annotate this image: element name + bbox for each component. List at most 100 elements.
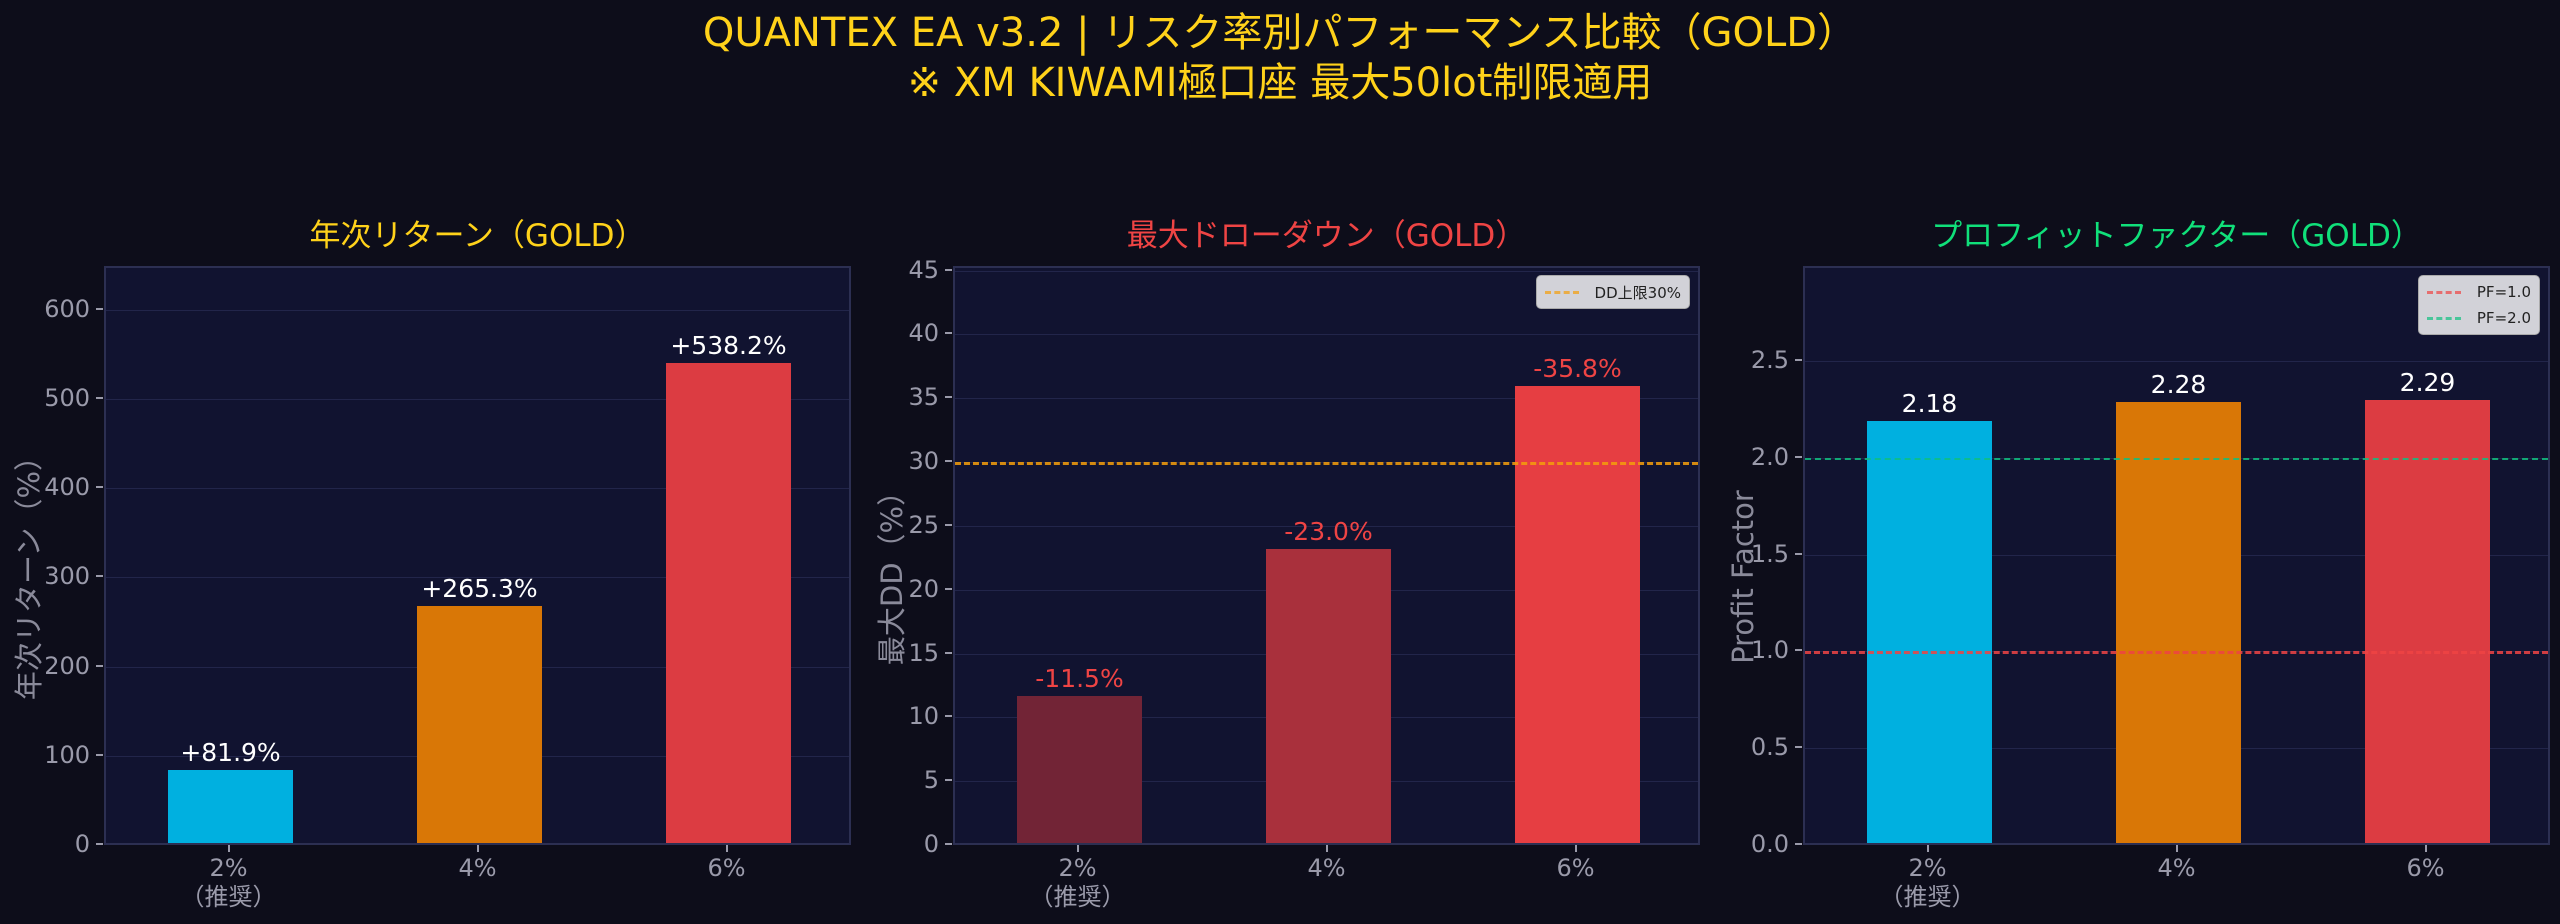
legend-label: DD上限30% (1594, 283, 1681, 302)
legend-label: PF=1.0 (2476, 283, 2531, 301)
y-tick-label: 600 (44, 294, 90, 323)
x-tick-mark (227, 845, 230, 852)
x-tick-label: 6% (1556, 854, 1594, 883)
legend-item: DD上限30% (1537, 279, 1689, 305)
bar-value-label: +265.3% (421, 574, 538, 604)
bar-2pct (168, 769, 293, 843)
legend-dash-icon (2426, 316, 2461, 320)
y-tick-label: 10 (908, 702, 939, 731)
legend: DD上限30% (1535, 275, 1690, 309)
x-tick-label: 2% （推奨） (1030, 854, 1126, 912)
x-tick-mark (725, 845, 728, 852)
x-tick-mark (1076, 845, 1079, 852)
x-tick-line: 6% (707, 854, 746, 882)
x-tick-label: 6% (2406, 854, 2444, 883)
bar-value-label: +538.2% (670, 331, 787, 361)
x-tick-mark (2424, 845, 2427, 852)
y-tick-label: 30 (908, 447, 939, 476)
legend-item: PF=2.0 (2419, 305, 2539, 331)
x-tick-line: 6% (2406, 854, 2445, 882)
x-tick-line: 2% (209, 854, 248, 882)
y-tick-label: 1.0 (1750, 636, 1789, 665)
gridline (106, 577, 849, 579)
x-tick-label: 4% (1307, 854, 1345, 883)
legend-dash-icon (2426, 290, 2461, 294)
y-tick-label: 500 (44, 384, 90, 413)
x-tick-line: （推奨） (1879, 883, 1976, 911)
y-tick-mark (1795, 746, 1802, 749)
x-tick-label: 2% （推奨） (181, 854, 277, 912)
gridline (955, 270, 1698, 272)
gridline (955, 525, 1698, 527)
gridline (955, 334, 1698, 336)
bar-value-label: 2.29 (2399, 367, 2456, 397)
y-tick-label: 0.0 (1750, 830, 1789, 858)
y-tick-label: 15 (908, 638, 939, 667)
y-tick-mark (96, 575, 103, 578)
bar-2pct (1017, 696, 1142, 843)
reference-line (1805, 457, 2548, 460)
bar-6pct (666, 363, 791, 843)
y-tick-mark (1795, 358, 1802, 361)
y-tick-label: 100 (44, 740, 90, 769)
y-tick-label: 300 (44, 562, 90, 591)
y-tick-mark (945, 396, 952, 399)
y-tick-mark (1795, 552, 1802, 555)
figure-title-line1: QUANTEX EA v3.2 | リスク率別パフォーマンス比較（GOLD） (702, 10, 1858, 56)
bar-4pct (2116, 401, 2241, 843)
chart-title: 年次リターン（GOLD） (309, 218, 646, 254)
y-tick-mark (945, 779, 952, 782)
y-tick-mark (96, 753, 103, 756)
y-tick-label: 0.5 (1750, 733, 1789, 762)
x-tick-line: 2% (1908, 854, 1947, 882)
y-tick-label: 400 (44, 473, 90, 502)
bar-6pct (2365, 399, 2490, 843)
bar-value-label: 2.18 (1901, 388, 1958, 418)
y-tick-mark (96, 486, 103, 489)
chart-title: プロフィットファクター（GOLD） (1931, 218, 2422, 254)
x-tick-line: （推奨） (180, 883, 277, 911)
y-tick-label: 35 (908, 383, 939, 412)
y-tick-mark (96, 307, 103, 310)
y-tick-mark (1795, 455, 1802, 458)
reference-line (955, 462, 1698, 466)
x-tick-label: 6% (707, 854, 745, 883)
y-tick-mark (945, 332, 952, 335)
x-tick-line: 6% (1556, 854, 1595, 882)
y-tick-mark (945, 523, 952, 526)
legend-label: PF=2.0 (2476, 309, 2531, 327)
y-tick-label: 40 (908, 319, 939, 348)
x-tick-label: 4% (2157, 854, 2195, 883)
bar-value-label: 2.28 (2150, 369, 2207, 399)
y-tick-mark (945, 715, 952, 718)
figure-title-line2: ※ XM KIWAMI極口座 最大50lot制限適用 (907, 60, 1653, 106)
y-tick-label: 5 (923, 766, 939, 795)
gridline (106, 488, 849, 490)
legend: PF=1.0 PF=2.0 (2417, 275, 2540, 335)
x-tick-line: （推奨） (1029, 883, 1126, 911)
bar-value-label: -23.0% (1284, 517, 1373, 547)
y-tick-label: 2.0 (1750, 442, 1789, 471)
y-tick-mark (945, 651, 952, 654)
chart-title: 最大ドローダウン（GOLD） (1126, 218, 1527, 254)
x-tick-mark (1926, 845, 1929, 852)
y-tick-label: 0 (923, 830, 939, 858)
y-tick-mark (945, 587, 952, 590)
plot-area: +81.9% +265.3% +538.2% (104, 266, 851, 845)
y-tick-mark (96, 397, 103, 400)
y-tick-mark (96, 664, 103, 667)
gridline (1805, 360, 2548, 362)
x-tick-line: 4% (458, 854, 497, 882)
y-tick-mark (96, 843, 103, 845)
bar-4pct (1266, 549, 1391, 843)
y-tick-label: 20 (908, 574, 939, 603)
y-tick-mark (945, 460, 952, 463)
reference-line (1805, 651, 2548, 655)
bar-value-label: -11.5% (1035, 664, 1124, 694)
x-tick-mark (476, 845, 479, 852)
legend-item: PF=1.0 (2419, 279, 2539, 305)
y-tick-label: 200 (44, 651, 90, 680)
y-tick-label: 0 (74, 830, 90, 858)
